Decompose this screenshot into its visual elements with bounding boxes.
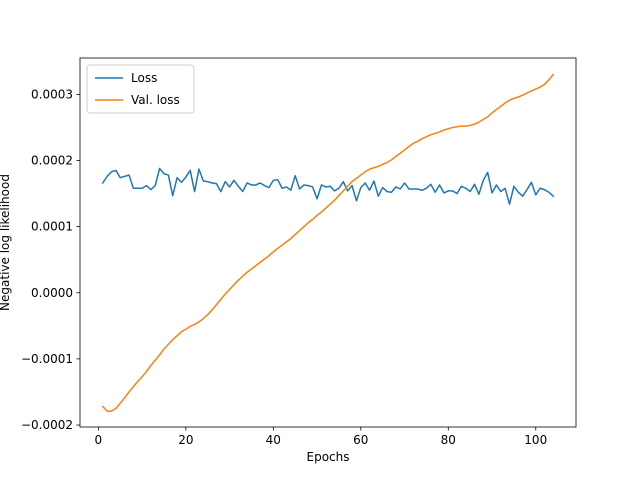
x-axis-label: Epochs	[307, 450, 350, 464]
plot-series	[101, 73, 555, 412]
y-tick-label: −0.0001	[21, 352, 73, 366]
y-axis-ticks: −0.0002 −0.0001 0.0000 0.0001 0.0002 0.0003	[21, 87, 80, 432]
y-axis-label: Negative log likelihood	[0, 174, 12, 311]
series-line-1	[101, 167, 555, 205]
legend-label-1: Loss	[131, 71, 157, 85]
legend-box	[86, 64, 195, 114]
axes-frame	[79, 57, 577, 428]
x-axis-ticks: 0 20 40 60 80 100	[95, 427, 547, 447]
x-tick-label: 100	[524, 433, 547, 447]
x-tick-label: 80	[441, 433, 456, 447]
y-tick-label: −0.0002	[21, 418, 73, 432]
x-tick-label: 60	[353, 433, 368, 447]
y-tick-label: 0.0002	[31, 154, 73, 168]
y-tick-label: 0.0003	[31, 87, 73, 101]
y-tick-label: 0.0000	[31, 286, 73, 300]
legend: Loss Val. loss	[86, 64, 195, 114]
y-tick-label: 0.0001	[31, 220, 73, 234]
x-tick-label: 40	[266, 433, 281, 447]
legend-label-2: Val. loss	[131, 93, 180, 107]
x-tick-label: 0	[95, 433, 103, 447]
x-tick-label: 20	[178, 433, 193, 447]
series-line-2	[101, 73, 555, 412]
